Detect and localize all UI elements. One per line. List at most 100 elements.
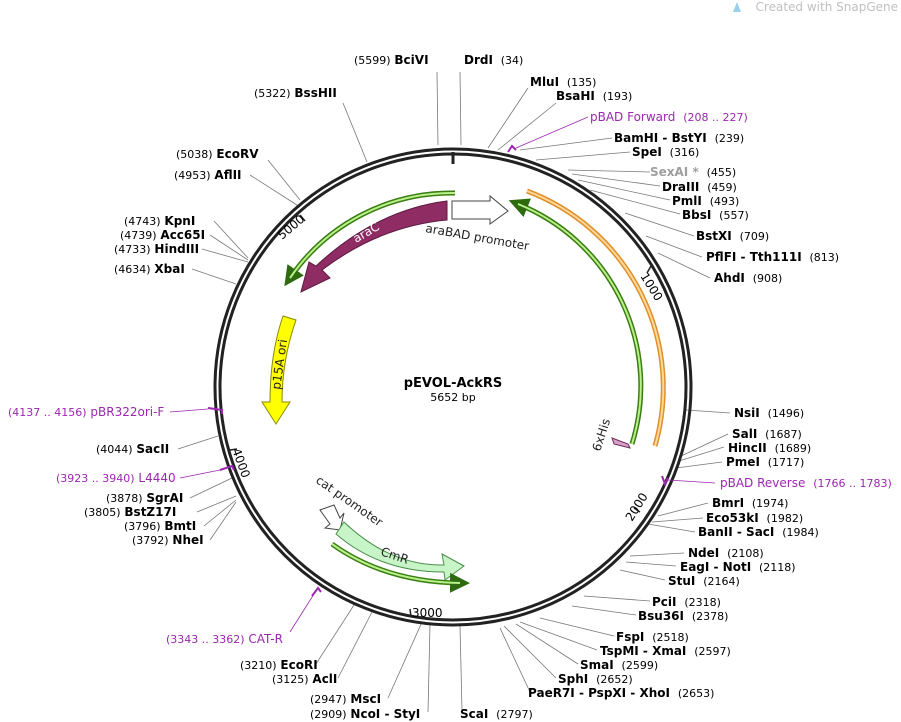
site-name-xbai: XbaI xyxy=(154,262,184,276)
svg-text:ScaI (2797): ScaI (2797) xyxy=(460,707,533,721)
site-name-bstxi: BstXI xyxy=(696,229,732,243)
svg-text:BamHI - BstYI (239): BamHI - BstYI (239) xyxy=(614,131,744,145)
site-name-sacii: SacII xyxy=(136,442,169,456)
site-name-bbsi: BbsI xyxy=(682,208,711,222)
site-name-msci: MscI xyxy=(350,692,381,706)
site-name-pflfi-tth111i: PflFI - Tth111I xyxy=(706,250,802,264)
svg-text:(4739) Acc65I: (4739) Acc65I xyxy=(120,228,205,242)
site-pos-sphi: (2652) xyxy=(596,673,633,686)
6xhis-feature xyxy=(611,437,631,449)
site-name-hindiii: HindIII xyxy=(154,242,199,256)
site-name-paer7i: PaeR7I - PspXI - XhoI xyxy=(528,686,670,700)
leader-lines xyxy=(177,71,731,713)
svg-text:StuI (2164): StuI (2164) xyxy=(668,574,740,588)
primer-name-pbr322ori-f: pBR322ori-F xyxy=(90,405,164,419)
p15a-ori-label: p15A ori xyxy=(269,338,290,390)
site-name-nsii: NsiI xyxy=(734,406,760,420)
svg-text:(5322) BssHII: (5322) BssHII xyxy=(254,86,337,100)
primer-name-pbad-reverse: pBAD Reverse xyxy=(720,476,805,490)
primer-name-l4440: L4440 xyxy=(138,471,175,485)
site-pos-acc65i: (4739) xyxy=(120,229,157,242)
primer-name-pbad-forward: pBAD Forward xyxy=(590,110,675,124)
tick-label-3000: 3000 xyxy=(412,606,443,620)
tick-label-5000: 5000 xyxy=(275,212,307,242)
site-name-acli: AclI xyxy=(312,672,337,686)
svg-text:BmrI (1974): BmrI (1974) xyxy=(712,496,788,510)
site-pos-xbai: (4634) xyxy=(114,263,151,276)
svg-text:(4044) SacII: (4044) SacII xyxy=(96,442,169,456)
primer-marks xyxy=(207,144,669,597)
svg-text:(4634) XbaI: (4634) XbaI xyxy=(114,262,185,276)
site-pos-acli: (3125) xyxy=(272,673,309,686)
site-name-stui: StuI xyxy=(668,574,695,588)
site-name-scai: ScaI xyxy=(460,707,488,721)
svg-text:(3878) SgrAI: (3878) SgrAI xyxy=(106,491,183,505)
site-pos-bsahi: (193) xyxy=(603,90,633,103)
svg-text:(3796) BmtI: (3796) BmtI xyxy=(124,519,196,533)
svg-text:SalI (1687): SalI (1687) xyxy=(732,427,802,441)
site-pos-nhei: (3792) xyxy=(132,534,169,547)
primer-lead-lines xyxy=(169,116,716,633)
site-name-eagi-noti: EagI - NotI xyxy=(680,560,751,574)
svg-text:DrdI (34): DrdI (34) xyxy=(464,53,523,67)
svg-text:(2909) NcoI - StyI: (2909) NcoI - StyI xyxy=(310,707,420,721)
site-pos-ndei: (2108) xyxy=(727,547,764,560)
site-pos-paer7i: (2653) xyxy=(678,687,715,700)
site-pos-scai: (2797) xyxy=(496,708,533,721)
site-pos-pmli: (493) xyxy=(710,195,740,208)
site-name-fspi: FspI xyxy=(616,630,644,644)
site-pos-spei: (316) xyxy=(670,146,700,159)
svg-text:(5599) BciVI: (5599) BciVI xyxy=(354,53,429,67)
svg-text:SphI (2652): SphI (2652) xyxy=(558,672,633,686)
svg-text:(3343 .. 3362) CAT-R: (3343 .. 3362) CAT-R xyxy=(166,632,283,646)
cat-promoter-feature xyxy=(319,504,345,531)
site-name-bstz17i: BstZ17I xyxy=(124,505,176,519)
site-name-pmli: PmlI xyxy=(672,194,702,208)
site-name-draiii: DraIII xyxy=(662,180,699,194)
svg-text:NsiI (1496): NsiI (1496) xyxy=(734,406,804,420)
orf-track-orange xyxy=(526,188,666,447)
site-pos-ahdi: (908) xyxy=(753,272,783,285)
svg-text:(4743) KpnI: (4743) KpnI xyxy=(124,214,195,228)
primer-range-pbad-forward: (208 .. 227) xyxy=(683,111,748,124)
cat-promoter-label: cat promoter xyxy=(313,473,385,529)
site-pos-drdi: (34) xyxy=(501,54,524,67)
site-pos-ncoi-styi: (2909) xyxy=(310,708,347,721)
site-name-bmri: BmrI xyxy=(712,496,744,510)
site-pos-bstxi: (709) xyxy=(740,230,770,243)
site-name-ahdi: AhdI xyxy=(714,271,745,285)
site-name-ndei: NdeI xyxy=(688,546,719,560)
cmr-orf-track-inner xyxy=(331,543,461,584)
svg-text:PmeI (1717): PmeI (1717) xyxy=(726,455,804,469)
orf-track-green-inner xyxy=(517,203,642,445)
site-name-acc65i: Acc65I xyxy=(160,228,205,242)
site-pos-tspmi-xmai: (2597) xyxy=(694,645,731,658)
site-pos-nsii: (1496) xyxy=(768,407,805,420)
svg-text:(3210) EcoRI: (3210) EcoRI xyxy=(240,658,318,672)
site-name-tspmi-xmai: TspMI - XmaI xyxy=(600,644,686,658)
site-name-sali: SalI xyxy=(732,427,757,441)
site-name-bsahi: BsaHI xyxy=(556,89,595,103)
site-pos-hincii: (1689) xyxy=(775,442,812,455)
site-name-sexai: SexAI * xyxy=(650,165,699,179)
site-name-mlui: MluI xyxy=(530,75,559,89)
svg-text:BbsI (557): BbsI (557) xyxy=(682,208,749,222)
svg-text:SexAI * (455): SexAI * (455) xyxy=(650,165,736,179)
watermark-text: Created with SnapGene xyxy=(756,0,898,14)
site-pos-kpni: (4743) xyxy=(124,215,161,228)
snapgene-logo xyxy=(733,2,741,12)
site-name-bmti: BmtI xyxy=(164,519,196,533)
site-name-spei: SpeI xyxy=(632,145,662,159)
svg-text:(5038) EcoRV: (5038) EcoRV xyxy=(176,147,259,161)
primer-range-pbr322ori-f: (4137 .. 4156) xyxy=(8,406,87,419)
site-pos-bsshii: (5322) xyxy=(254,87,291,100)
6xhis-label: 6xHis xyxy=(590,417,614,453)
svg-text:(3805) BstZ17I: (3805) BstZ17I xyxy=(84,505,176,519)
site-name-eco53ki: Eco53kI xyxy=(706,511,759,525)
site-name-bamhi-bstyi: BamHI - BstYI xyxy=(614,131,707,145)
svg-text:PmlI (493): PmlI (493) xyxy=(672,194,739,208)
site-pos-ecori: (3210) xyxy=(240,659,277,672)
site-pos-bmti: (3796) xyxy=(124,520,161,533)
site-name-bcivi: BciVI xyxy=(394,53,428,67)
svg-text:BsaHI (193): BsaHI (193) xyxy=(556,89,632,103)
